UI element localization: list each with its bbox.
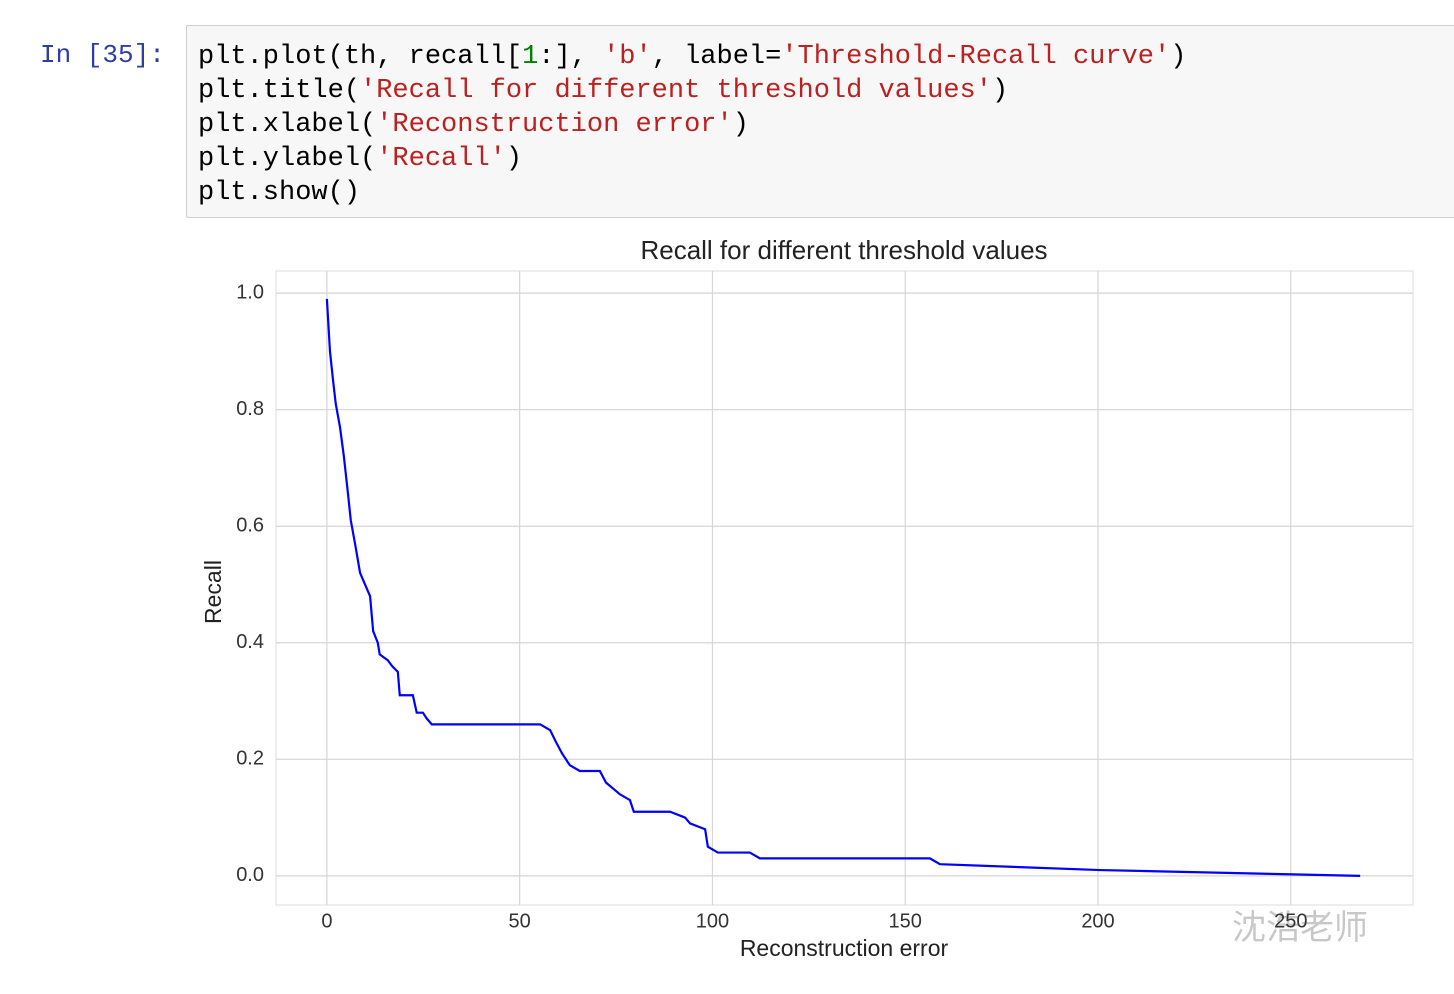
code-token: plt.plot(th, recall[ — [198, 42, 523, 72]
code-token: 'Reconstruction error' — [376, 110, 733, 140]
x-tick-label: 0 — [321, 910, 332, 932]
y-tick-label: 0.4 — [236, 631, 264, 653]
chart-title: Recall for different threshold values — [640, 235, 1047, 265]
cell-prompt: In [35]: — [40, 40, 165, 70]
code-token: ) — [1170, 42, 1187, 72]
code-token: plt.ylabel( — [198, 144, 377, 174]
data-line — [325, 298, 1361, 877]
plot-area — [275, 270, 1414, 906]
code-token: 1 — [522, 42, 539, 72]
code-line: plt.plot(th, recall[1:], 'b', label='Thr… — [198, 40, 1186, 74]
code-token: ) — [991, 76, 1009, 106]
code-token: 'Recall for different threshold values' — [360, 76, 992, 106]
y-axis-label: Recall — [200, 560, 226, 624]
x-tick-label: 250 — [1274, 910, 1307, 932]
code-line: plt.xlabel('Reconstruction error') — [198, 108, 1186, 142]
x-tick-label: 150 — [889, 910, 922, 932]
code-token: plt.xlabel( — [198, 110, 377, 140]
code-cell[interactable]: plt.plot(th, recall[1:], 'b', label='Thr… — [186, 25, 1454, 218]
code-token: 'Recall' — [376, 144, 506, 174]
code-line: plt.title('Recall for different threshol… — [198, 74, 1186, 108]
y-tick-label: 0.0 — [236, 864, 264, 886]
code-token: 'b' — [603, 42, 652, 72]
watermark: 沈浩老师 — [1232, 909, 1368, 947]
code-token: plt.show() — [198, 178, 361, 208]
code: plt.plot(th, recall[1:], 'b', label='Thr… — [198, 40, 1186, 210]
code-line: plt.show() — [198, 176, 1186, 210]
y-tick-label: 0.6 — [236, 515, 264, 537]
code-token: :], — [538, 42, 604, 72]
x-tick-label: 50 — [509, 910, 531, 932]
code-token: ) — [505, 144, 523, 174]
code-token: , label= — [651, 42, 782, 72]
code-token: 'Threshold-Recall curve' — [781, 42, 1171, 72]
x-tick-label: 100 — [696, 910, 729, 932]
code-token: plt.title( — [198, 76, 361, 106]
y-tick-label: 1.0 — [236, 281, 264, 303]
code-line: plt.ylabel('Recall') — [198, 142, 1186, 176]
y-tick-label: 0.8 — [236, 398, 264, 420]
code-token: ) — [732, 110, 749, 140]
x-axis-label: Reconstruction error — [740, 935, 949, 961]
x-tick-label: 200 — [1081, 910, 1114, 932]
y-tick-label: 0.2 — [236, 748, 264, 770]
